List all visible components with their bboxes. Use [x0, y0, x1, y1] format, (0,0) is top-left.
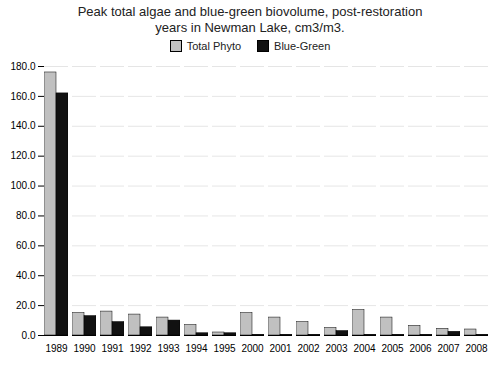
svg-text:2004: 2004 — [353, 343, 376, 354]
html-text:Total Phyto: Total Phyto — [186, 40, 242, 52]
html-text:Blue-Green: Blue-Green — [274, 40, 331, 52]
svg-text:0.0: 0.0 — [22, 330, 36, 341]
svg-text:1994: 1994 — [185, 343, 208, 354]
svg-text:2001: 2001 — [269, 343, 292, 354]
svg-text:1992: 1992 — [129, 343, 152, 354]
svg-text:80.0: 80.0 — [16, 210, 36, 221]
svg-text:120.0: 120.0 — [10, 150, 35, 161]
svg-text:2006: 2006 — [409, 343, 432, 354]
svg-text:1995: 1995 — [213, 343, 236, 354]
svg-text:1990: 1990 — [73, 343, 96, 354]
svg-text:2007: 2007 — [437, 343, 460, 354]
svg-text:2008: 2008 — [465, 343, 488, 354]
svg-text:2002: 2002 — [297, 343, 320, 354]
html-text:years in Newman Lake, cm3/m3.: years in Newman Lake, cm3/m3. — [155, 20, 345, 35]
svg-text:2000: 2000 — [241, 343, 264, 354]
svg-text:1993: 1993 — [157, 343, 180, 354]
svg-text:1991: 1991 — [101, 343, 124, 354]
svg-text:1989: 1989 — [45, 343, 68, 354]
svg-text:2003: 2003 — [325, 343, 348, 354]
html-text:Peak total algae and blue-gree: Peak total algae and blue-green biovolum… — [77, 4, 423, 19]
svg-text:160.0: 160.0 — [10, 91, 35, 102]
svg-text:20.0: 20.0 — [16, 300, 36, 311]
svg-text:2005: 2005 — [381, 343, 404, 354]
svg-text:100.0: 100.0 — [10, 180, 35, 191]
svg-text:40.0: 40.0 — [16, 270, 36, 281]
svg-text:180.0: 180.0 — [10, 61, 35, 72]
svg-text:140.0: 140.0 — [10, 120, 35, 131]
svg-text:60.0: 60.0 — [16, 240, 36, 251]
